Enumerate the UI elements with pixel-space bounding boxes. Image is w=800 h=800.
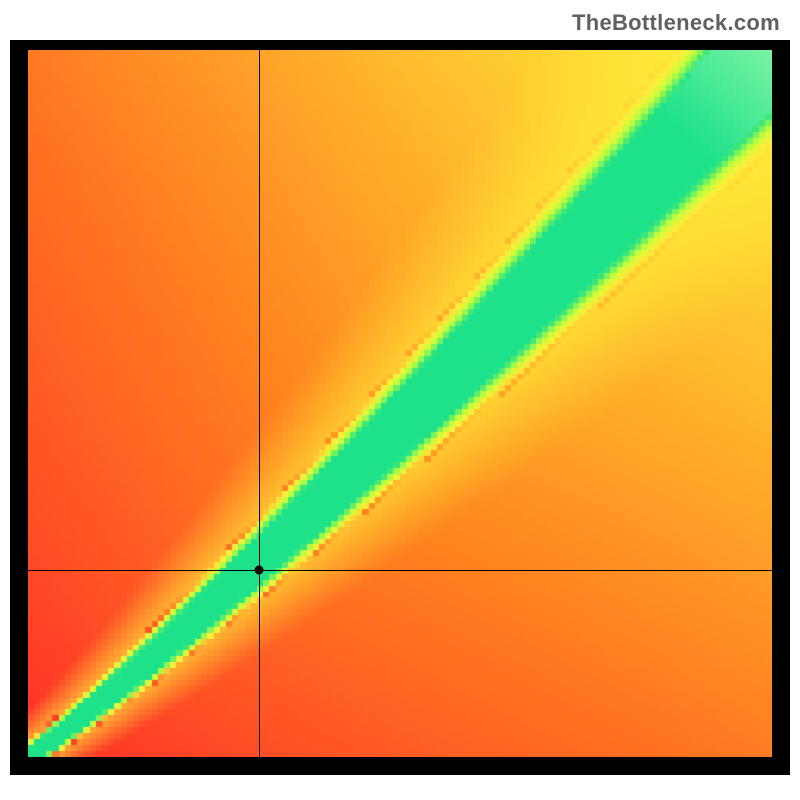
crosshair-vertical <box>259 50 260 757</box>
crosshair-horizontal <box>28 570 772 571</box>
crosshair-marker <box>254 565 263 574</box>
root-container: TheBottleneck.com <box>0 0 800 800</box>
watermark-text: TheBottleneck.com <box>572 10 780 36</box>
heatmap-canvas <box>28 50 772 757</box>
chart-area <box>10 40 790 775</box>
